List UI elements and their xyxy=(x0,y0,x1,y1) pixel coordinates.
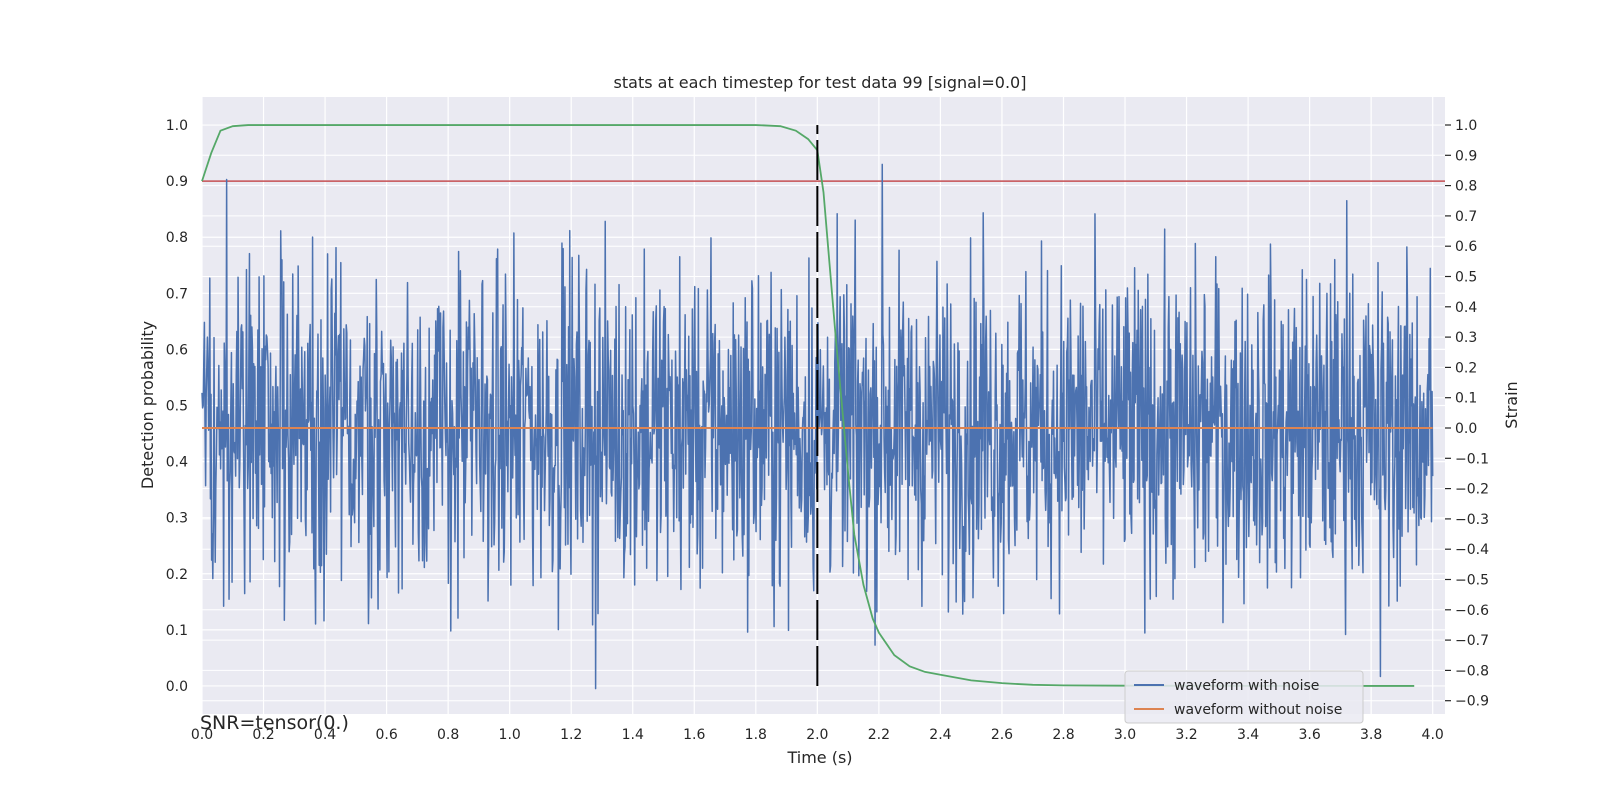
y-axis-right: 1.0 0.9 0.8 0.7 0.6 0.5 0.4 0.3 0.2 0.1 0.0 −0.1 −0.… xyxy=(1445,118,1489,710)
y2-tick-label: 0.6 xyxy=(1455,239,1477,255)
y2-tick-label: 1.0 xyxy=(1455,118,1477,134)
chart-title: stats at each timestep for test data 99 … xyxy=(614,73,1027,92)
y2-tick-label: −0.8 xyxy=(1455,663,1489,679)
snr-annotation: SNR=tensor(0.) xyxy=(200,712,349,734)
x-tick-label: 1.0 xyxy=(499,727,521,743)
y2-tick-label: −0.3 xyxy=(1455,512,1489,528)
y-tick-label: 0.0 xyxy=(166,679,188,695)
y2-tick-label: 0.7 xyxy=(1455,209,1477,225)
y2-tick-label: −0.1 xyxy=(1455,451,1489,467)
x-tick-label: 0.4 xyxy=(314,727,336,743)
legend: waveform with noise waveform without noi… xyxy=(1124,670,1364,724)
x-tick-label: 0.8 xyxy=(437,727,459,743)
x-tick-label: 3.2 xyxy=(1175,727,1197,743)
y2-tick-label: 0.9 xyxy=(1455,148,1477,164)
y-tick-label: 0.9 xyxy=(166,174,188,190)
y2-tick-label: 0.5 xyxy=(1455,270,1477,286)
y-axis-label: Detection probability xyxy=(138,321,157,489)
x-tick-label: 2.2 xyxy=(868,727,890,743)
y2-tick-label: 0.0 xyxy=(1455,421,1477,437)
y2-tick-label: −0.6 xyxy=(1455,603,1489,619)
y2-tick-label: 0.2 xyxy=(1455,360,1477,376)
x-tick-label: 4.0 xyxy=(1422,727,1444,743)
x-tick-label: 3.4 xyxy=(1237,727,1259,743)
x-tick-label: 3.8 xyxy=(1360,727,1382,743)
series-detection-probability xyxy=(201,124,1415,687)
x-tick-label: 2.4 xyxy=(929,727,951,743)
y2-tick-label: −0.4 xyxy=(1455,542,1489,558)
y2-tick-label: 0.8 xyxy=(1455,179,1477,195)
x-tick-label: 2.6 xyxy=(991,727,1013,743)
y2-tick-label: −0.5 xyxy=(1455,573,1489,589)
x-tick-label: 0.2 xyxy=(252,727,274,743)
x-tick-label: 1.6 xyxy=(683,727,705,743)
x-tick-label: 1.2 xyxy=(560,727,582,743)
y-tick-label: 0.1 xyxy=(166,623,188,639)
x-tick-label: 2.8 xyxy=(1052,727,1074,743)
legend-label-noise: waveform with noise xyxy=(1174,678,1319,694)
y2-axis-label: Strain xyxy=(1502,381,1521,428)
x-tick-label: 1.4 xyxy=(622,727,644,743)
y2-tick-label: 0.1 xyxy=(1455,391,1477,407)
y-tick-label: 0.6 xyxy=(166,342,188,358)
x-tick-label: 0.0 xyxy=(191,727,213,743)
y-tick-label: 0.2 xyxy=(166,567,188,583)
y-tick-label: 0.8 xyxy=(166,230,188,246)
x-tick-label: 0.6 xyxy=(375,727,397,743)
y2-tick-label: −0.2 xyxy=(1455,482,1489,498)
x-tick-label: 1.8 xyxy=(745,727,767,743)
y2-tick-label: 0.3 xyxy=(1455,330,1477,346)
x-tick-label: 3.0 xyxy=(1114,727,1136,743)
y-tick-label: 0.4 xyxy=(166,455,188,471)
y-tick-label: 1.0 xyxy=(166,118,188,134)
y-tick-label: 0.3 xyxy=(166,511,188,527)
x-axis: 0.0 0.2 0.4 0.6 0.8 1.0 1.2 1.4 1.6 1.8 2.0 2.2 2.4 2… xyxy=(191,727,1444,743)
x-tick-label: 2.0 xyxy=(806,727,828,743)
y2-tick-label: −0.9 xyxy=(1455,694,1489,710)
legend-label-clean: waveform without noise xyxy=(1174,702,1342,718)
x-tick-label: 3.6 xyxy=(1298,727,1320,743)
y-axis-left: 0.0 0.1 0.2 0.3 0.4 0.5 0.6 0.7 0.8 0.9 1.0 xyxy=(166,118,188,695)
series-layer xyxy=(201,124,1445,690)
y2-tick-label: −0.7 xyxy=(1455,633,1489,649)
y-tick-label: 0.5 xyxy=(166,399,188,415)
y-tick-label: 0.7 xyxy=(166,286,188,302)
y2-tick-label: 0.4 xyxy=(1455,300,1477,316)
legend-box xyxy=(1124,670,1364,724)
x-axis-label: Time (s) xyxy=(786,748,852,767)
